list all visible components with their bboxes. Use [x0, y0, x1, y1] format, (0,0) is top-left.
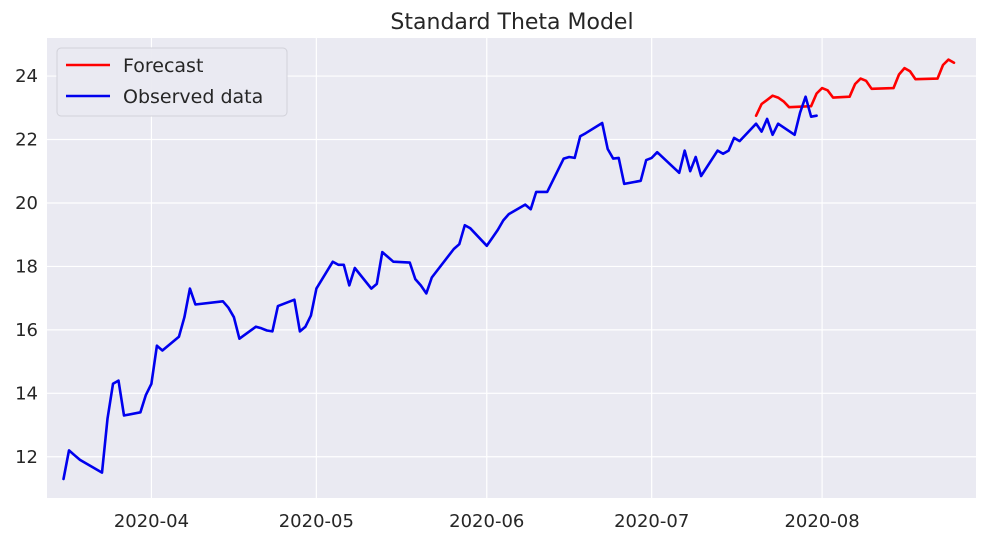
series-line-forecast — [754, 58, 956, 117]
y-tick-label: 22 — [15, 130, 38, 151]
legend-label: Forecast — [123, 55, 203, 77]
x-axis: 2020-04 2020-05 2020-06 2020-07 2020-08 — [114, 511, 860, 532]
legend: Forecast Observed data — [56, 47, 288, 117]
series-lines — [62, 58, 956, 481]
legend-box — [56, 47, 288, 117]
y-tick-label: 12 — [15, 447, 38, 468]
y-tick-label: 16 — [15, 320, 38, 341]
y-tick-label: 18 — [15, 256, 38, 277]
series-line-observed-data — [62, 95, 818, 481]
x-tick-label: 2020-06 — [449, 511, 524, 532]
x-tick-label: 2020-04 — [114, 511, 189, 532]
x-tick-label: 2020-05 — [279, 511, 354, 532]
y-axis: 12 14 16 18 20 22 24 — [15, 66, 38, 468]
y-tick-label: 20 — [15, 193, 38, 214]
y-tick-label: 14 — [15, 383, 38, 404]
x-tick-label: 2020-07 — [614, 511, 689, 532]
grid — [47, 38, 976, 498]
y-tick-label: 24 — [15, 66, 38, 87]
legend-label: Observed data — [123, 86, 263, 108]
x-tick-label: 2020-08 — [784, 511, 859, 532]
chart-title: Standard Theta Model — [390, 10, 633, 35]
